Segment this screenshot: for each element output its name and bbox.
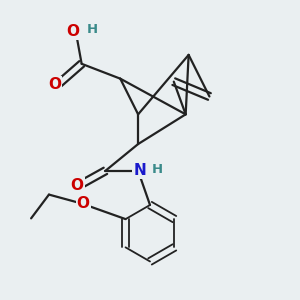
Text: H: H <box>86 23 98 36</box>
Text: O: O <box>76 196 90 211</box>
Text: H: H <box>152 163 163 176</box>
Text: O: O <box>48 77 62 92</box>
Text: O: O <box>66 24 79 39</box>
Text: O: O <box>71 178 84 193</box>
Text: N: N <box>133 163 146 178</box>
